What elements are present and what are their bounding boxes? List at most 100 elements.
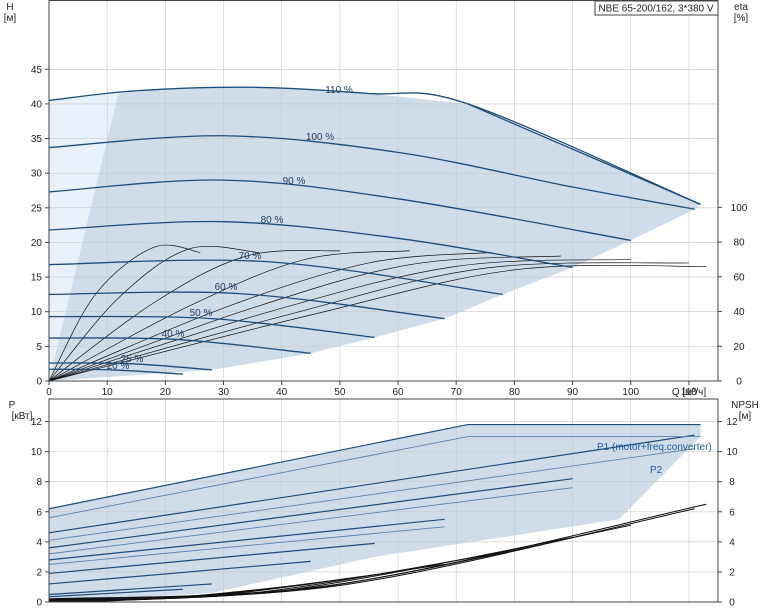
speed-percent-label: 70 % xyxy=(239,251,262,262)
eta-y-tick-label: 100 xyxy=(731,203,748,214)
head-curve xyxy=(48,315,375,339)
efficiency-curve xyxy=(48,244,201,382)
power-y-tick-label: 4 xyxy=(36,537,42,548)
npsh-y-tick-label: 4 xyxy=(729,537,735,548)
x-tick-label: 20 xyxy=(160,387,172,398)
flow-axis-label: Q [м³/ч] xyxy=(672,387,707,398)
p1-power-curve xyxy=(48,434,695,534)
efficiency-curve xyxy=(48,264,707,382)
speed-percent-label: 60 % xyxy=(215,282,238,293)
chart-text: 0 10 20 30 40 50 60 70 80 90 100 110051015202530354… xyxy=(4,2,759,609)
npsh-y-tick-label: 10 xyxy=(726,447,738,458)
p1-power-curve xyxy=(48,560,311,585)
npsh-y-tick-label: 6 xyxy=(729,507,735,518)
power-operating-range-area xyxy=(49,424,701,602)
head-y-tick-label: 45 xyxy=(31,65,43,76)
x-tick-label: 110 xyxy=(681,387,697,398)
x-tick-label: 80 xyxy=(509,387,521,398)
npsh-curve xyxy=(48,508,695,600)
power-y-tick-label: 8 xyxy=(36,477,42,488)
power-axis-unit: [кВт] xyxy=(12,411,33,422)
npsh-axis-unit: [м] xyxy=(739,411,752,422)
curve-lines xyxy=(48,86,707,603)
head-y-tick-label: 40 xyxy=(31,99,43,110)
speed-percent-label: 40 % xyxy=(162,329,185,340)
p1-power-curve xyxy=(48,478,573,549)
power-y-tick-label: 12 xyxy=(31,417,43,428)
x-tick-label: 30 xyxy=(218,387,230,398)
max-speed-boundary-line xyxy=(467,103,701,205)
eta-axis-unit: [%] xyxy=(734,13,749,24)
head-extended-range-area xyxy=(49,91,119,381)
head-curve xyxy=(48,86,701,205)
eta-axis-label: eta xyxy=(734,2,748,13)
x-tick-label: 0 xyxy=(46,387,52,398)
efficiency-curve xyxy=(48,259,631,382)
p2-legend-label: P2 xyxy=(650,465,663,476)
speed-percent-label: 50 % xyxy=(190,308,213,319)
x-tick-label: 40 xyxy=(276,387,288,398)
x-tick-label: 10 xyxy=(102,387,114,398)
head-y-tick-label: 5 xyxy=(36,342,42,353)
head-curve xyxy=(48,135,695,210)
p1-power-curve xyxy=(48,423,701,510)
npsh-curve xyxy=(48,563,445,601)
npsh-y-tick-label: 0 xyxy=(729,598,735,609)
power-y-tick-label: 0 xyxy=(36,598,42,609)
p1-legend-label: P1 (motor+freq.converter) xyxy=(597,442,712,453)
power-y-tick-label: 10 xyxy=(31,447,43,458)
head-y-tick-label: 25 xyxy=(31,203,43,214)
efficiency-curve xyxy=(48,255,561,382)
npsh-axis-label: NPSH xyxy=(731,400,759,411)
head-y-tick-label: 20 xyxy=(31,238,43,249)
eta-y-tick-label: 40 xyxy=(733,307,745,318)
p1-power-curve xyxy=(48,542,375,575)
npsh-y-tick-label: 8 xyxy=(729,477,735,488)
p1-power-curve xyxy=(48,518,445,561)
speed-percent-label: 110 % xyxy=(325,85,353,96)
npsh-y-tick-label: 2 xyxy=(729,567,735,578)
product-label-box xyxy=(594,0,719,16)
x-tick-label: 60 xyxy=(392,387,404,398)
head-y-tick-label: 0 xyxy=(36,377,42,388)
power-y-tick-label: 2 xyxy=(36,567,42,578)
speed-percent-label: 80 % xyxy=(261,215,284,226)
head-y-tick-label: 30 xyxy=(31,169,43,180)
npsh-curve xyxy=(48,524,631,601)
p2-power-curve xyxy=(48,526,445,565)
speed-percent-label: 20 % xyxy=(107,361,130,372)
head-operating-range-area xyxy=(49,87,701,382)
npsh-curve xyxy=(48,583,311,602)
efficiency-curve xyxy=(48,252,492,382)
npsh-y-tick-label: 12 xyxy=(726,417,738,428)
plot-frames xyxy=(45,0,722,603)
power-y-tick-label: 6 xyxy=(36,507,42,518)
x-tick-label: 90 xyxy=(567,387,579,398)
head-y-tick-label: 35 xyxy=(31,134,43,145)
speed-percent-label: 90 % xyxy=(283,176,306,187)
power-axis-label: P xyxy=(9,400,16,411)
head-axis-label: H xyxy=(6,2,13,13)
head-curve xyxy=(48,362,212,371)
p2-power-curve xyxy=(48,487,573,555)
efficiency-curve xyxy=(48,250,410,382)
efficiency-curve xyxy=(48,250,340,382)
p1-power-curve xyxy=(48,588,183,598)
head-curve xyxy=(48,368,183,375)
speed-percent-label: 100 % xyxy=(306,132,334,143)
head-curve xyxy=(48,291,445,320)
speed-percent-label: 25 % xyxy=(121,354,144,365)
efficiency-curve xyxy=(48,246,259,382)
eta-y-tick-label: 0 xyxy=(736,377,742,388)
product-label: NBE 65-200/162, 3*380 V xyxy=(598,4,713,15)
eta-y-tick-label: 60 xyxy=(733,272,745,283)
head-curve xyxy=(48,337,311,354)
x-tick-label: 70 xyxy=(451,387,463,398)
head-plot-frame xyxy=(48,0,719,382)
head-y-tick-label: 15 xyxy=(31,273,43,284)
p1-power-curve xyxy=(48,583,212,596)
efficiency-curve xyxy=(48,262,689,382)
x-tick-label: 100 xyxy=(622,387,639,398)
head-curve xyxy=(48,179,631,242)
